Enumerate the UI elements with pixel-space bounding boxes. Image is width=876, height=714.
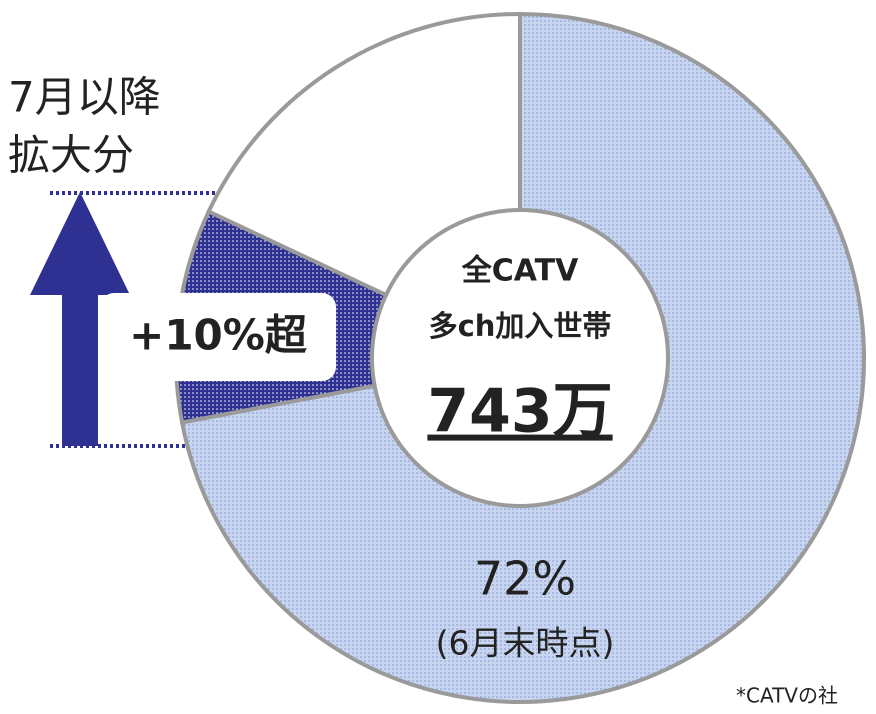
center-line2: 多ch加入世帯 — [429, 309, 612, 343]
segment-label: 72% — [474, 552, 576, 606]
label-box — [100, 293, 336, 381]
annotation: (6月末時点) — [436, 624, 615, 663]
footnote: *CATVの社 — [736, 684, 838, 708]
center-total: 743万 — [427, 377, 612, 447]
annotation: 拡大分 — [8, 131, 134, 180]
donut-hole — [370, 208, 670, 508]
up-arrow — [30, 192, 130, 446]
center-line1: 全CATV — [461, 254, 579, 289]
segment-label: +10%超 — [129, 311, 308, 360]
annotation: 7月以降 — [8, 73, 161, 122]
